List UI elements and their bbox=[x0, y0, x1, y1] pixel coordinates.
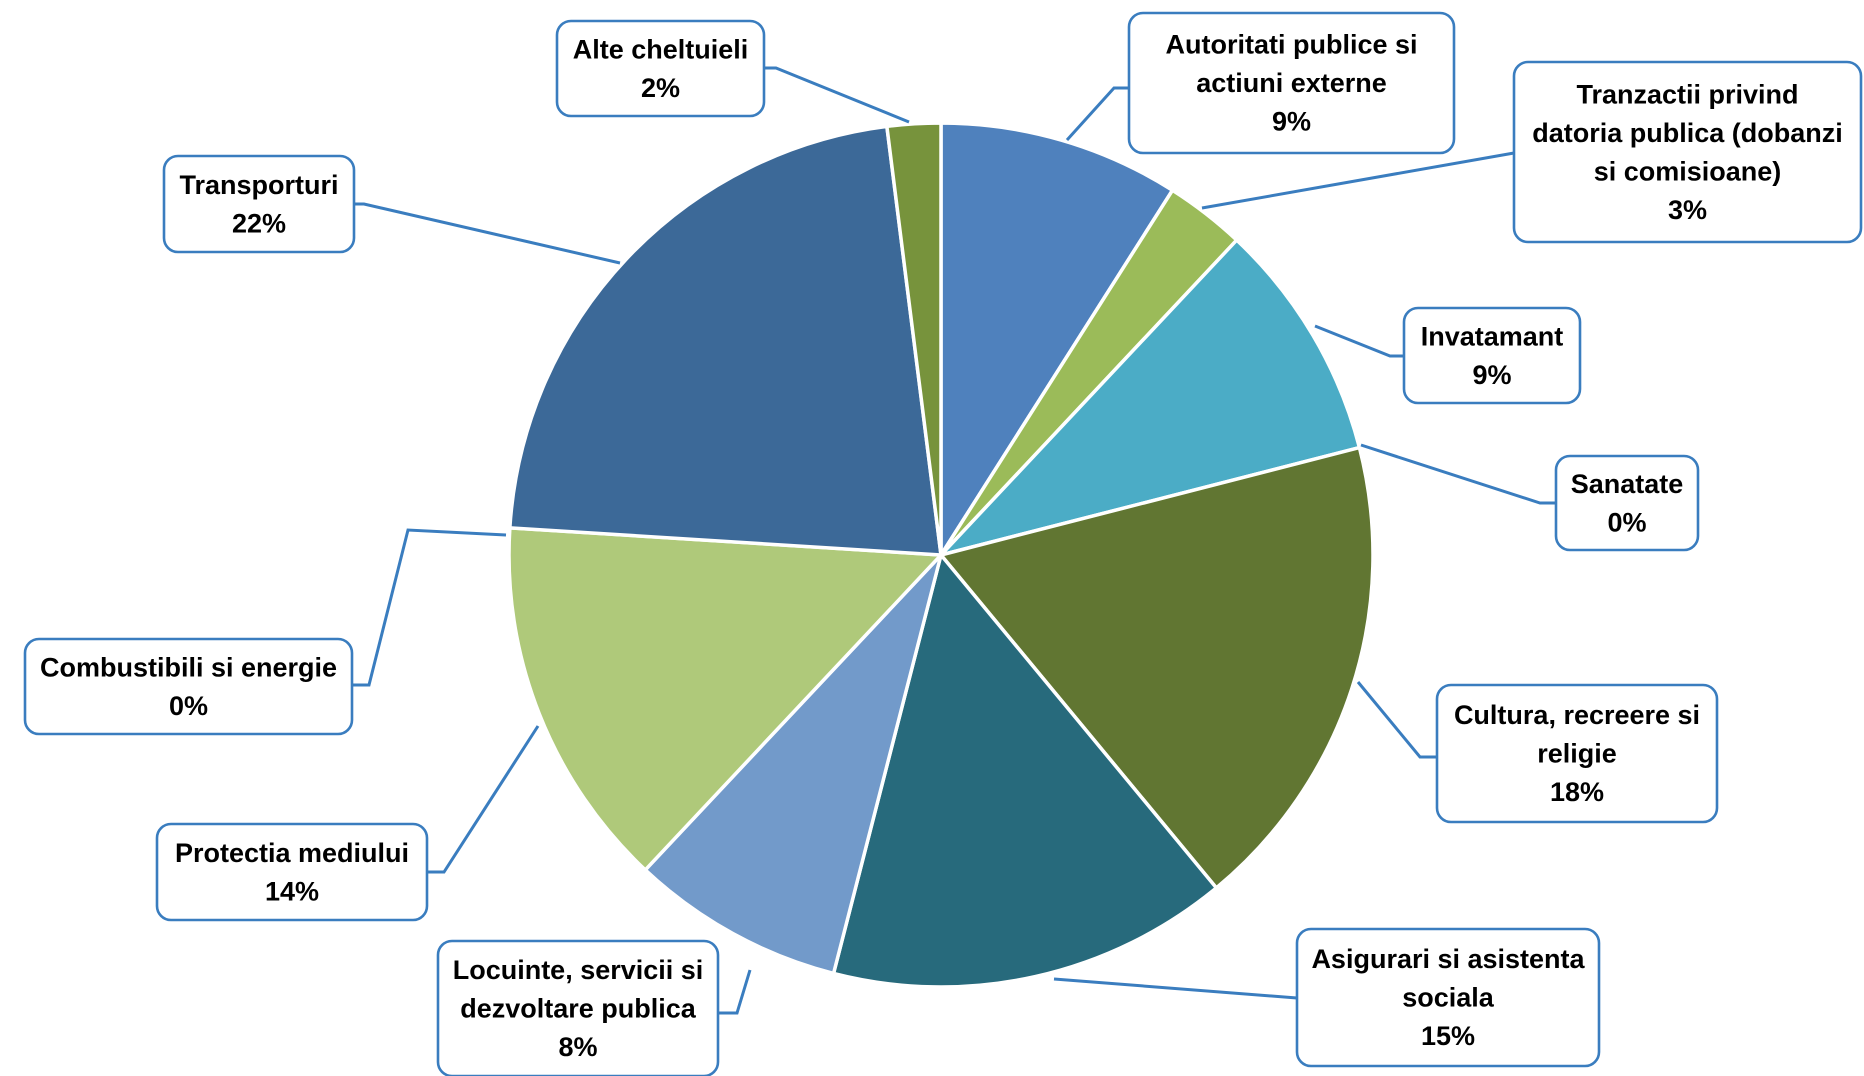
data-label-category: Autoritati publice si bbox=[1165, 30, 1417, 60]
data-label: Asigurari si asistenta sociala 15% bbox=[1295, 927, 1601, 1068]
data-label: Cultura, recreere si religie 18% bbox=[1435, 683, 1719, 824]
data-label-category: Transporturi bbox=[179, 170, 338, 200]
data-labels: Autoritati publice si actiuni externe 9% Tr… bbox=[23, 11, 1863, 1076]
data-label: Alte cheltuieli 2% bbox=[555, 19, 766, 118]
data-label-category: dezvoltare publica bbox=[460, 994, 697, 1024]
data-label: Protectia mediului 14% bbox=[155, 822, 429, 922]
pie-slice bbox=[884, 121, 943, 556]
data-label-category: Sanatate bbox=[1571, 469, 1684, 499]
leader-line bbox=[354, 202, 621, 265]
data-label-category: datoria publica (dobanzi bbox=[1532, 118, 1843, 148]
data-label-category: religie bbox=[1537, 739, 1617, 769]
data-label: Invatamant 9% bbox=[1402, 306, 1582, 405]
leader-line bbox=[1065, 86, 1129, 142]
data-label-category: actiuni externe bbox=[1196, 68, 1387, 98]
data-label-box bbox=[1127, 11, 1456, 155]
pie-slice bbox=[935, 237, 1362, 559]
data-label-box bbox=[1554, 454, 1700, 552]
data-label: Sanatate 0% bbox=[1554, 454, 1700, 552]
data-label-box bbox=[155, 822, 429, 922]
data-label-box bbox=[1295, 927, 1601, 1068]
pie-slice bbox=[642, 553, 943, 976]
data-label-category: Tranzactii privind bbox=[1576, 79, 1798, 109]
leader-line bbox=[427, 725, 540, 874]
data-label-category: Locuinte, servicii si bbox=[453, 955, 704, 985]
leader-line bbox=[1053, 977, 1298, 1000]
pie-slice bbox=[507, 124, 944, 557]
data-label-value: 18% bbox=[1550, 777, 1604, 807]
data-label-box bbox=[436, 939, 720, 1076]
data-label-value: 0% bbox=[1607, 507, 1646, 537]
leader-line bbox=[1201, 151, 1515, 210]
data-label-category: sociala bbox=[1402, 983, 1495, 1013]
data-label-value: 3% bbox=[1668, 195, 1707, 225]
data-label-category: Alte cheltuieli bbox=[573, 34, 749, 64]
pie-slices bbox=[507, 121, 1375, 989]
data-label: Tranzactii privind datoria publica (doban… bbox=[1512, 60, 1863, 244]
leader-lines bbox=[352, 66, 1556, 1015]
data-label-value: 9% bbox=[1272, 107, 1311, 137]
data-label-box bbox=[1402, 306, 1582, 405]
data-label-category: Combustibili si energie bbox=[40, 652, 337, 682]
leader-line bbox=[1356, 681, 1437, 759]
data-label-category: Invatamant bbox=[1421, 321, 1564, 351]
data-label-value: 15% bbox=[1421, 1021, 1475, 1051]
data-label-value: 8% bbox=[558, 1032, 597, 1062]
data-label-category: si comisioane) bbox=[1594, 156, 1782, 186]
leader-line bbox=[764, 66, 910, 124]
pie-slice bbox=[507, 526, 945, 873]
pie-slice bbox=[937, 445, 1375, 891]
leader-line bbox=[1360, 443, 1556, 505]
pie-slice bbox=[939, 121, 1175, 562]
data-label-box bbox=[1435, 683, 1719, 824]
data-label-value: 14% bbox=[265, 876, 319, 906]
data-label-box bbox=[23, 637, 354, 736]
leader-line bbox=[352, 528, 507, 687]
data-label: Transporturi 22% bbox=[162, 154, 356, 254]
data-label: Combustibili si energie 0% bbox=[23, 637, 354, 736]
data-label-box bbox=[162, 154, 356, 254]
data-label-category: Asigurari si asistenta bbox=[1311, 944, 1585, 974]
data-label-value: 9% bbox=[1472, 360, 1511, 390]
data-label-box bbox=[555, 19, 766, 118]
data-label: Autoritati publice si actiuni externe 9% bbox=[1127, 11, 1456, 155]
data-label-category: Protectia mediului bbox=[175, 838, 409, 868]
pie-slice bbox=[831, 551, 1219, 989]
data-label-value: 0% bbox=[169, 691, 208, 721]
data-label-box bbox=[1512, 60, 1863, 244]
data-label-category: Cultura, recreere si bbox=[1454, 700, 1700, 730]
leader-line bbox=[718, 969, 752, 1015]
data-label: Locuinte, servicii si dezvoltare publica 8… bbox=[436, 939, 720, 1076]
data-label-value: 22% bbox=[232, 208, 286, 238]
data-label-value: 2% bbox=[641, 73, 680, 103]
leader-line bbox=[1314, 324, 1404, 358]
